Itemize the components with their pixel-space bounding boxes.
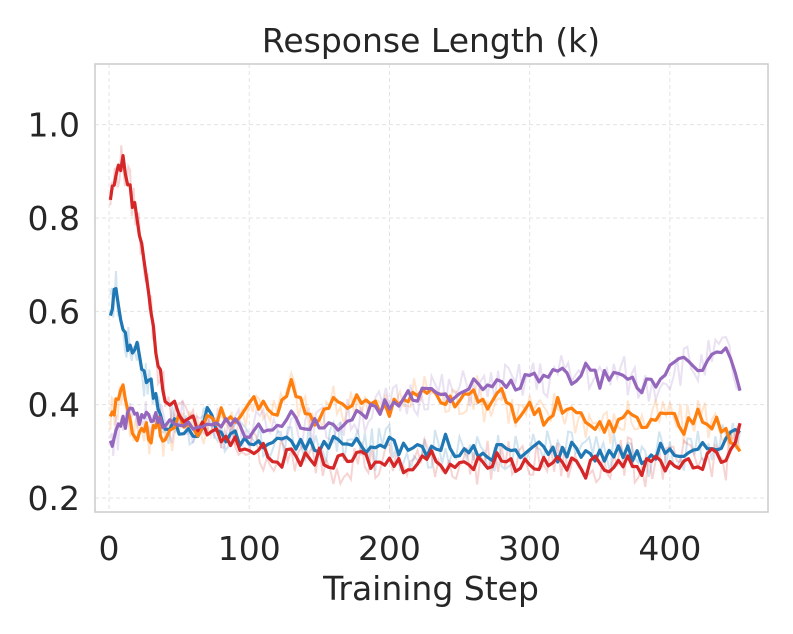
x-tick-label: 300 (498, 529, 561, 568)
x-tick-label: 200 (358, 529, 421, 568)
x-tick-label: 400 (638, 529, 701, 568)
chart-title: Response Length (k) (262, 21, 600, 60)
y-tick-label: 1.0 (28, 106, 80, 145)
y-tick-label: 0.8 (28, 199, 80, 238)
x-tick-label: 100 (218, 529, 281, 568)
plot-frame (94, 63, 769, 513)
series-line-red (108, 154, 742, 480)
grid-lines (95, 64, 768, 512)
x-axis-ticks: 0 100 200 300 400 (99, 529, 702, 568)
y-tick-label: 0.6 (28, 292, 80, 331)
y-axis-ticks: 0.2 0.4 0.6 0.8 1.0 (28, 106, 80, 518)
series-line-purple (108, 346, 742, 448)
y-tick-label: 0.2 (28, 479, 80, 518)
series-line-blue (108, 287, 741, 466)
series-line-orange (108, 378, 742, 453)
smoothed-series-lines (108, 154, 742, 480)
x-axis-title: Training Step (322, 569, 539, 608)
x-tick-label: 0 (99, 529, 120, 568)
y-tick-label: 0.4 (28, 386, 80, 425)
